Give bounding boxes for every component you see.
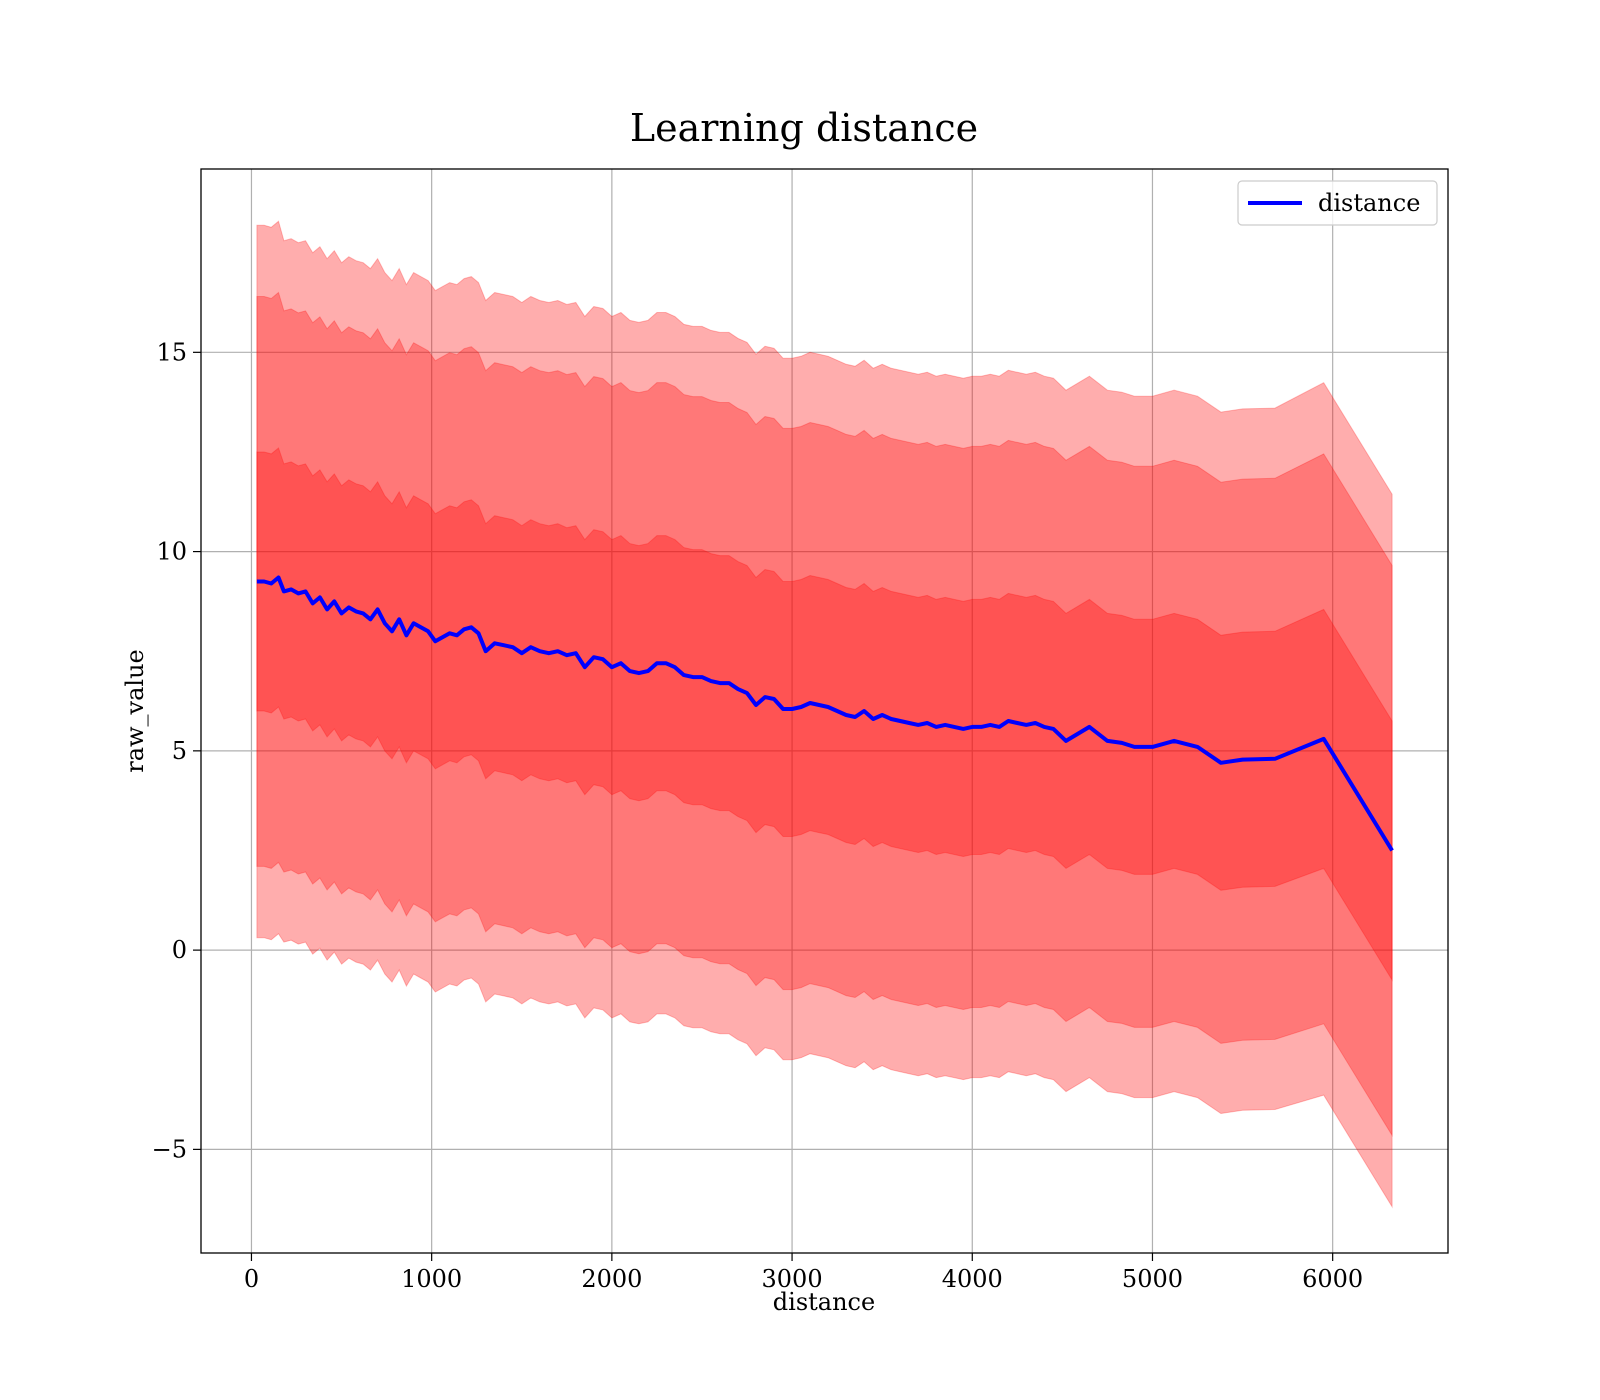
y-tick-label: 10 bbox=[156, 538, 187, 566]
y-axis-label: raw_value bbox=[121, 649, 149, 773]
x-tick-label: 2000 bbox=[581, 1265, 642, 1293]
series-lines bbox=[256, 575, 1394, 852]
x-tick-label: 3000 bbox=[762, 1265, 823, 1293]
grid bbox=[201, 169, 1448, 1253]
x-tick-label: 5000 bbox=[1122, 1265, 1183, 1293]
y-axis: −5 0 5 10 15 bbox=[152, 338, 201, 1163]
y-tick-label: 5 bbox=[172, 737, 187, 765]
plot-frame bbox=[200, 168, 1449, 1254]
series-line-distance bbox=[256, 575, 1394, 852]
x-axis-label: distance bbox=[773, 1288, 875, 1316]
x-tick-label: 0 bbox=[244, 1265, 259, 1293]
chart-title: Learning distance bbox=[630, 106, 978, 150]
y-tick-label: −5 bbox=[152, 1135, 187, 1163]
x-tick-label: 1000 bbox=[401, 1265, 462, 1293]
std-band bbox=[256, 291, 1393, 1138]
x-tick-label: 6000 bbox=[1302, 1265, 1363, 1293]
std-bands bbox=[256, 220, 1393, 1209]
x-axis: 0 1000 2000 3000 4000 5000 6000 bbox=[244, 1253, 1363, 1293]
std-band bbox=[256, 220, 1393, 1209]
x-tick-label: 4000 bbox=[942, 1265, 1003, 1293]
std-band bbox=[256, 447, 1393, 982]
y-tick-label: 15 bbox=[156, 338, 187, 366]
legend-label-distance: distance bbox=[1318, 189, 1420, 217]
legend-box bbox=[1237, 180, 1438, 226]
legend: distance bbox=[1237, 180, 1438, 226]
y-tick-label: 0 bbox=[172, 936, 187, 964]
